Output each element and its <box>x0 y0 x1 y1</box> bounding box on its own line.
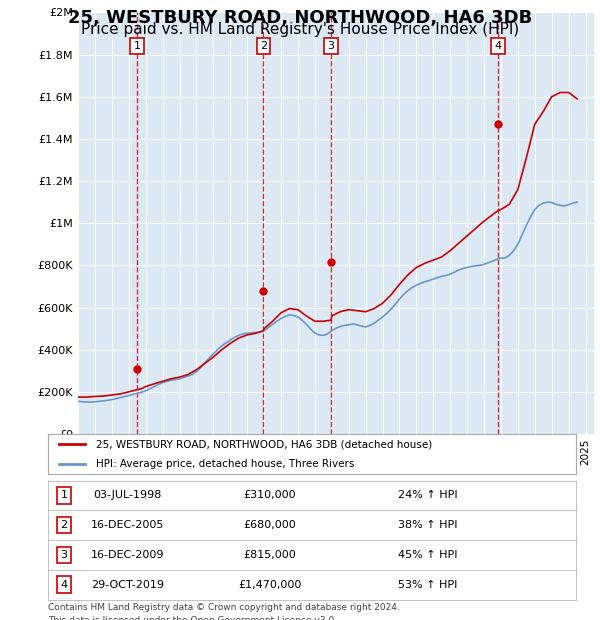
Text: 25, WESTBURY ROAD, NORTHWOOD, HA6 3DB (detached house): 25, WESTBURY ROAD, NORTHWOOD, HA6 3DB (d… <box>95 439 432 449</box>
Text: £680,000: £680,000 <box>244 520 296 530</box>
Text: £310,000: £310,000 <box>244 490 296 500</box>
Text: 2: 2 <box>60 520 67 530</box>
Text: 3: 3 <box>328 41 335 51</box>
Text: This data is licensed under the Open Government Licence v3.0.: This data is licensed under the Open Gov… <box>48 616 337 620</box>
Text: 1: 1 <box>134 41 141 51</box>
Text: 53% ↑ HPI: 53% ↑ HPI <box>398 580 458 590</box>
Text: £1,470,000: £1,470,000 <box>238 580 301 590</box>
Text: Price paid vs. HM Land Registry's House Price Index (HPI): Price paid vs. HM Land Registry's House … <box>81 22 519 37</box>
Text: 2: 2 <box>260 41 267 51</box>
Text: 3: 3 <box>61 550 67 560</box>
Text: 4: 4 <box>494 41 502 51</box>
Text: 29-OCT-2019: 29-OCT-2019 <box>91 580 164 590</box>
Text: 24% ↑ HPI: 24% ↑ HPI <box>398 490 458 500</box>
Text: £815,000: £815,000 <box>244 550 296 560</box>
Text: HPI: Average price, detached house, Three Rivers: HPI: Average price, detached house, Thre… <box>95 459 354 469</box>
Text: 1: 1 <box>61 490 67 500</box>
Text: 45% ↑ HPI: 45% ↑ HPI <box>398 550 458 560</box>
Text: 25, WESTBURY ROAD, NORTHWOOD, HA6 3DB: 25, WESTBURY ROAD, NORTHWOOD, HA6 3DB <box>68 9 532 27</box>
Text: 4: 4 <box>60 580 67 590</box>
Text: 03-JUL-1998: 03-JUL-1998 <box>93 490 161 500</box>
Text: 16-DEC-2009: 16-DEC-2009 <box>91 550 164 560</box>
Text: 38% ↑ HPI: 38% ↑ HPI <box>398 520 458 530</box>
Text: Contains HM Land Registry data © Crown copyright and database right 2024.: Contains HM Land Registry data © Crown c… <box>48 603 400 612</box>
Text: 16-DEC-2005: 16-DEC-2005 <box>91 520 164 530</box>
